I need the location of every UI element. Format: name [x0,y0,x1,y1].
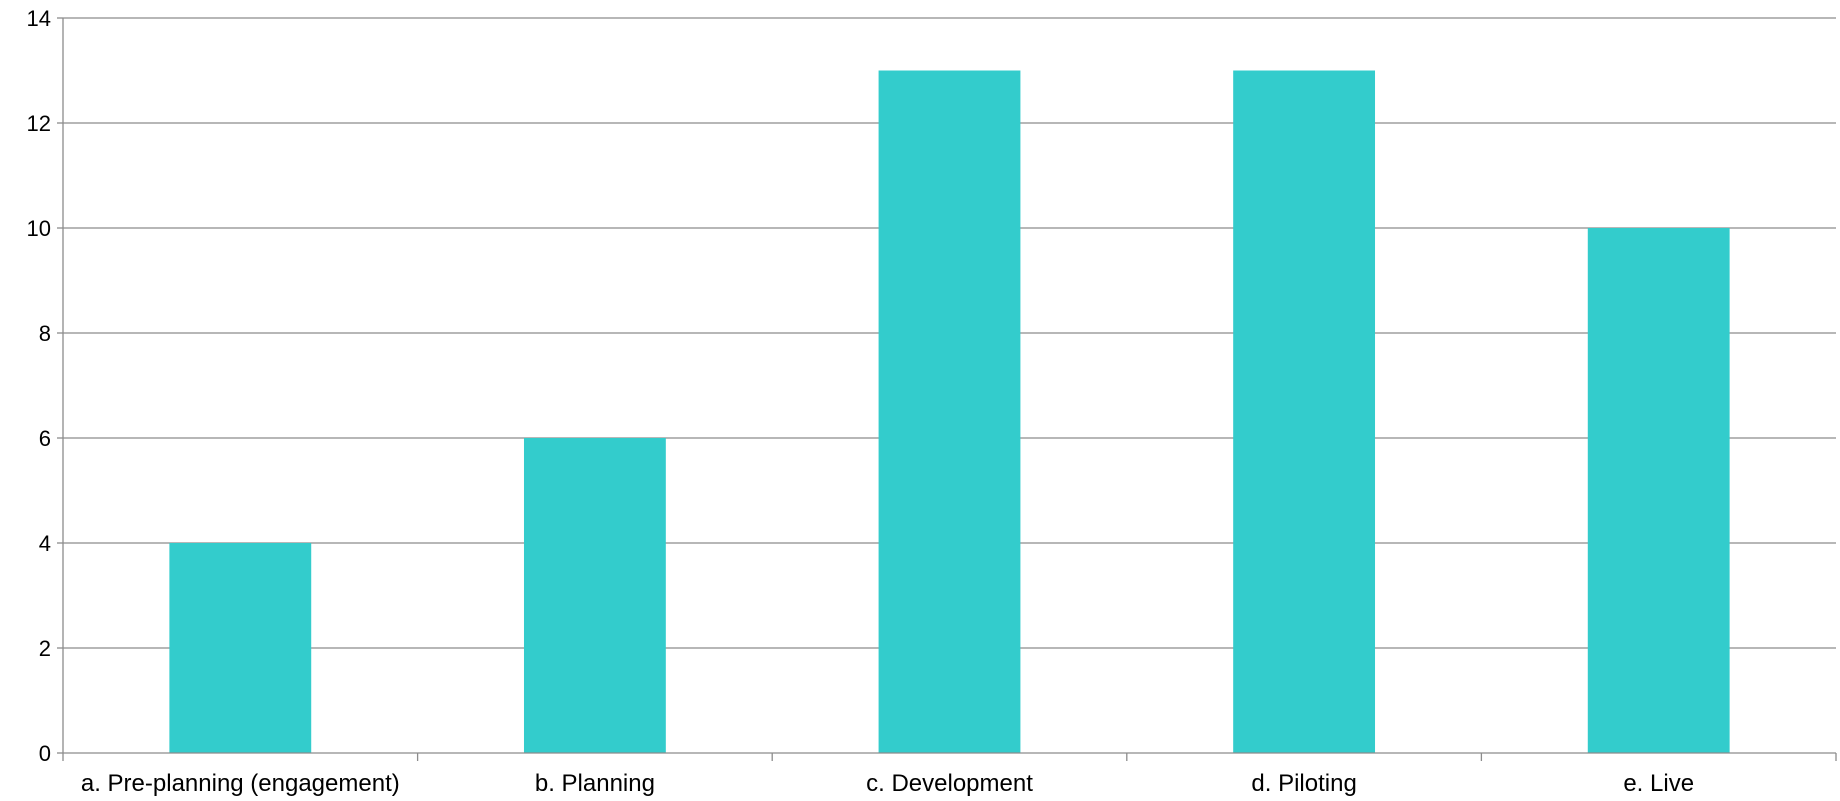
y-tick-label: 4 [39,531,51,556]
axes [57,17,1837,761]
bar [523,438,666,753]
x-tick-label: d. Piloting [1251,770,1356,797]
tick-labels: 0 2 4 6 8 10 12 14 a. Pre-planning (engagement) b… [27,6,1695,797]
bar [169,543,312,753]
y-tick-label: 8 [39,321,51,346]
y-tick-label: 6 [39,426,51,451]
x-tick-label: c. Development [866,770,1033,797]
bars [169,70,1730,753]
x-tick-label: b. Planning [535,770,655,797]
x-tick-label: e. Live [1623,770,1694,797]
y-tick-label: 0 [39,741,51,766]
x-tick-label: a. Pre-planning (engagement) [81,770,400,797]
bar [878,70,1021,753]
y-tick-label: 2 [39,636,51,661]
bar [1233,70,1376,753]
y-tick-label: 14 [27,6,51,31]
bar [1587,228,1730,753]
y-tick-label: 12 [27,111,51,136]
y-tick-label: 10 [27,216,51,241]
